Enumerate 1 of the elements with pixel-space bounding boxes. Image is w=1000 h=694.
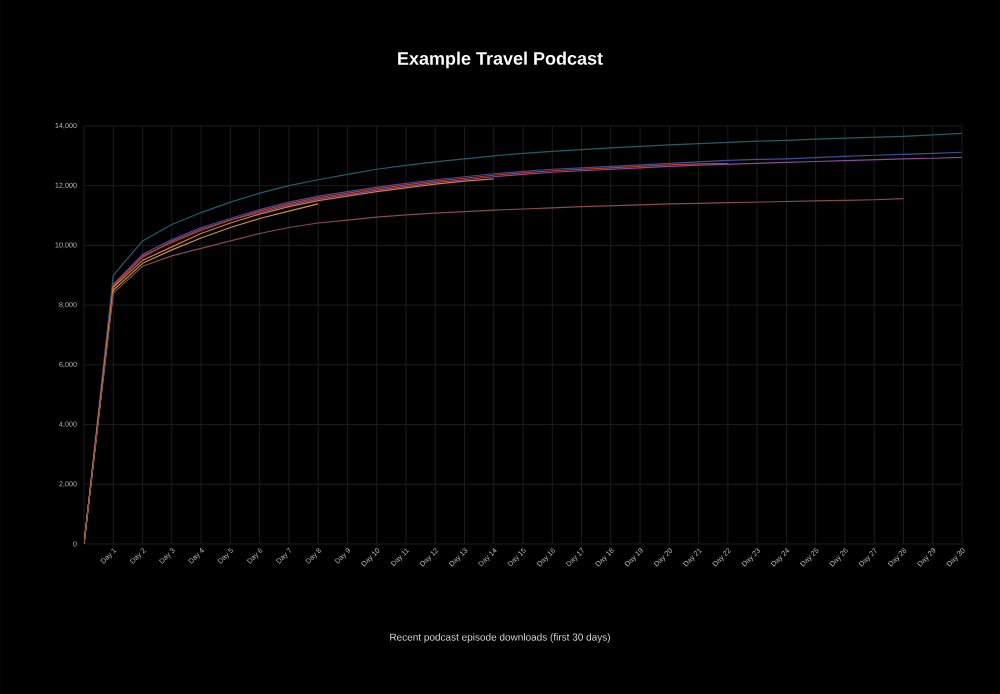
chart-title: Example Travel Podcast — [398, 51, 603, 69]
